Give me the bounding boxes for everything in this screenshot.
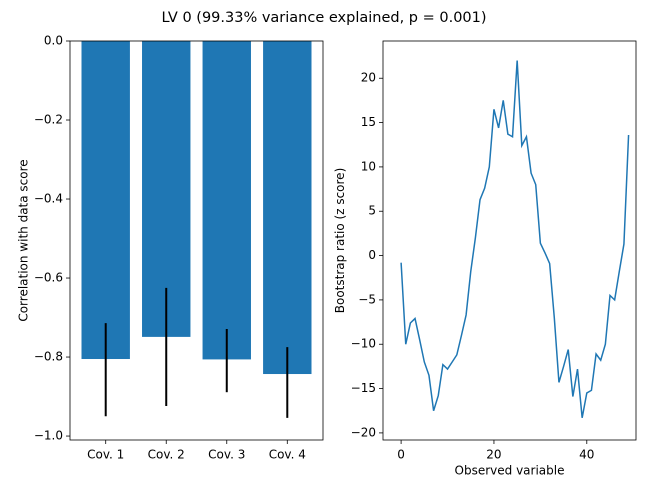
y-tick-label: −0.8	[34, 350, 63, 364]
bar	[142, 41, 191, 337]
y-tick-label: −5	[358, 292, 376, 306]
x-tick-label: Cov. 2	[148, 448, 185, 462]
y-tick-label: −0.4	[34, 192, 63, 206]
y-tick-label: 0	[368, 248, 376, 262]
x-tick-label: Cov. 1	[87, 448, 124, 462]
x-tick-label: Cov. 4	[269, 448, 306, 462]
bar	[81, 41, 130, 360]
figure-title: LV 0 (99.33% variance explained, p = 0.0…	[161, 10, 486, 26]
x-tick-label: 20	[486, 448, 501, 462]
data-line	[400, 60, 630, 418]
y-tick-label: 20	[361, 71, 376, 85]
x-tick-label: 40	[579, 448, 594, 462]
y-axis-label: Correlation with data score	[16, 159, 30, 321]
y-tick-label: −10	[351, 337, 376, 351]
y-tick-label: −0.2	[34, 113, 63, 127]
axes-frame	[382, 40, 637, 441]
x-tick-label: Cov. 3	[208, 448, 245, 462]
y-tick-label: 10	[361, 159, 376, 173]
y-tick-label: 0.0	[44, 34, 63, 48]
x-tick-label: 0	[397, 448, 405, 462]
y-tick-label: −15	[351, 381, 376, 395]
bar	[202, 41, 251, 360]
y-tick-label: −20	[351, 425, 376, 439]
y-tick-label: 5	[368, 204, 376, 218]
y-tick-label: −1.0	[34, 429, 63, 443]
y-axis-label: Bootstrap ratio (z score)	[333, 168, 347, 314]
x-axis-label: Observed variable	[455, 464, 565, 478]
bar	[263, 41, 312, 375]
y-tick-label: 15	[361, 115, 376, 129]
y-tick-label: −0.6	[34, 271, 63, 285]
axes-frame	[69, 40, 324, 441]
